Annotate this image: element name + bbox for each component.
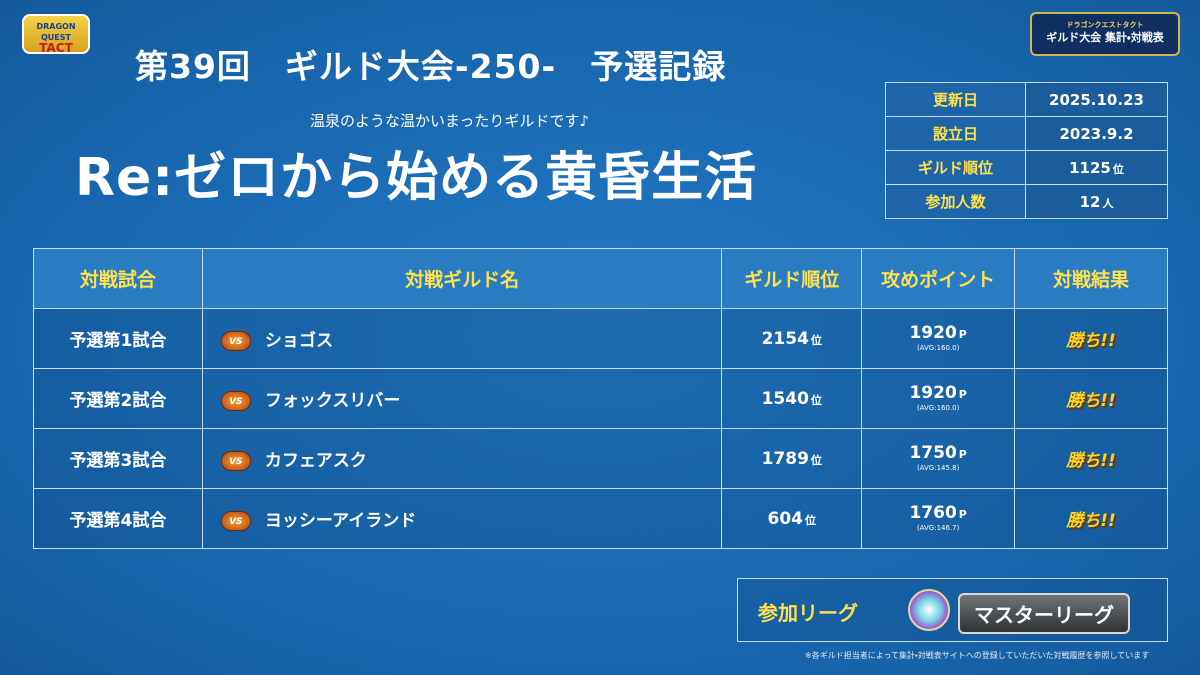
- info-label: 設立日: [885, 116, 1026, 151]
- result: 勝ち!!: [1014, 308, 1168, 369]
- average: (AVG:145.8): [916, 464, 960, 472]
- opponent: VS フォックスリバー: [201, 368, 723, 429]
- match-name: 予選第1試合: [33, 308, 203, 369]
- info-row: 参加人数 12 人: [885, 184, 1168, 219]
- game-logo: DRAGON QUEST TACT: [22, 14, 90, 54]
- info-table: 更新日 2025.10.23 設立日 2023.9.2 ギルド順位 1125 位参加人数 12…: [885, 82, 1168, 219]
- points-main: 1760 P: [862, 504, 1014, 524]
- footer-note: ※各ギルド担当者によって集計・対戦表サイトへの登録していただいた対戦履歴を参照し…: [805, 651, 1150, 660]
- column-header: 対戦結果: [1014, 248, 1168, 309]
- average: (AVG:146.7): [916, 524, 960, 532]
- opponent: VS ショゴス: [201, 308, 723, 369]
- unit: 人: [1102, 196, 1114, 210]
- logo-top: ドラゴンクエストタクト: [1066, 21, 1144, 29]
- result: 勝ち!!: [1014, 428, 1168, 489]
- match-name: 予選第2試合: [33, 368, 203, 429]
- points-value: 1760: [909, 503, 957, 523]
- points-unit: P: [958, 328, 967, 341]
- opponent-name: ヨッシーアイランド: [264, 511, 417, 531]
- info-value: 2025.10.23: [1025, 82, 1168, 117]
- rank-value: 604: [767, 508, 804, 529]
- rank-unit: 位: [805, 513, 816, 527]
- match-row: 予選第4試合 VS ヨッシーアイランド 604 位 1760 P (AVG:146.7) 勝ち!…: [33, 488, 1168, 549]
- average: (AVG:160.0): [916, 404, 960, 412]
- points-main: 1750 P: [862, 444, 1014, 464]
- rank-value: 2154: [761, 328, 809, 349]
- value: 1125: [1069, 158, 1111, 177]
- unit: 位: [1112, 162, 1124, 176]
- tagline: 温泉のような温かいまったりギルドです♪: [310, 112, 589, 130]
- vs-icon: VS: [220, 511, 251, 531]
- league-name: マスターリーグ: [958, 593, 1130, 634]
- rank-value: 1540: [761, 388, 809, 409]
- info-label: 参加人数: [885, 184, 1026, 219]
- site-logo: ドラゴンクエストタクトギルド大会 集計・対戦表: [1030, 12, 1180, 56]
- vs-icon: VS: [220, 331, 251, 351]
- points: 1760 P (AVG:146.7): [861, 488, 1016, 549]
- points-value: 1750: [909, 443, 957, 463]
- points-unit: P: [958, 508, 967, 521]
- logo-sub: TACT: [39, 41, 73, 55]
- rank-value: 1789: [761, 448, 809, 469]
- rank-unit: 位: [810, 333, 822, 347]
- match-table: 対戦試合 対戦ギルド名 ギルド順位 攻めポイント 対戦結果 予選第1試合 VS ショゴス 215…: [33, 248, 1168, 549]
- points-main: 1920 P: [862, 384, 1014, 404]
- info-value: 1125 位: [1025, 150, 1168, 185]
- match-name: 予選第4試合: [33, 488, 203, 549]
- column-header: ギルド順位: [721, 248, 863, 309]
- rank-unit: 位: [810, 453, 822, 467]
- rank: 2154 位: [721, 308, 863, 369]
- vs-icon: VS: [220, 391, 251, 411]
- points-main: 1920 P: [862, 324, 1014, 344]
- opponent-name: フォックスリバー: [264, 391, 401, 411]
- value: 2023.9.2: [1059, 124, 1134, 143]
- match-row: 予選第3試合 VS カフェアスク 1789 位 1750 P (AVG:145.8) 勝ち!!: [33, 428, 1168, 489]
- info-value: 2023.9.2: [1025, 116, 1168, 151]
- match-row: 予選第1試合 VS ショゴス 2154 位 1920 P (AVG:160.0) 勝ち!!: [33, 308, 1168, 369]
- value: 12: [1079, 192, 1101, 211]
- column-header: 対戦ギルド名: [201, 248, 723, 309]
- result: 勝ち!!: [1014, 488, 1168, 549]
- info-value: 12 人: [1025, 184, 1168, 219]
- rank: 604 位: [721, 488, 863, 549]
- league-label: 参加リーグ: [758, 601, 858, 625]
- points: 1920 P (AVG:160.0): [861, 368, 1016, 429]
- info-label: 更新日: [885, 82, 1026, 117]
- opponent: VS カフェアスク: [201, 428, 723, 489]
- league-box: 参加リーグ マスターリーグ: [737, 578, 1168, 642]
- points-value: 1920: [909, 383, 957, 403]
- title: 第39回 ギルド大会-250- 予選記録: [135, 47, 727, 86]
- match-name: 予選第3試合: [33, 428, 203, 489]
- opponent-name: カフェアスク: [264, 451, 367, 471]
- value: 2025.10.23: [1049, 90, 1144, 109]
- info-row: ギルド順位 1125 位: [885, 150, 1168, 185]
- opponent-name: ショゴス: [264, 331, 334, 351]
- info-row: 更新日 2025.10.23: [885, 82, 1168, 117]
- opponent: VS ヨッシーアイランド: [201, 488, 723, 549]
- match-row: 予選第2試合 VS フォックスリバー 1540 位 1920 P (AVG:160.0) 勝ち!…: [33, 368, 1168, 429]
- result: 勝ち!!: [1014, 368, 1168, 429]
- info-label: ギルド順位: [885, 150, 1026, 185]
- points: 1920 P (AVG:160.0): [861, 308, 1016, 369]
- league-icon: [908, 589, 950, 631]
- info-row: 設立日 2023.9.2: [885, 116, 1168, 151]
- vs-icon: VS: [220, 451, 251, 471]
- logo-text: DRAGON QUEST: [36, 22, 76, 42]
- rank: 1789 位: [721, 428, 863, 489]
- points-unit: P: [958, 448, 967, 461]
- logo-main: ギルド大会 集計・対戦表: [1046, 31, 1164, 44]
- guild-name: Re:ゼロから始める黄昏生活: [75, 148, 758, 208]
- points: 1750 P (AVG:145.8): [861, 428, 1016, 489]
- rank-unit: 位: [810, 393, 822, 407]
- rank: 1540 位: [721, 368, 863, 429]
- header-row: 対戦試合 対戦ギルド名 ギルド順位 攻めポイント 対戦結果: [33, 248, 1168, 309]
- points-value: 1920: [909, 323, 957, 343]
- column-header: 対戦試合: [33, 248, 203, 309]
- average: (AVG:160.0): [916, 344, 960, 352]
- column-header: 攻めポイント: [861, 248, 1016, 309]
- points-unit: P: [958, 388, 967, 401]
